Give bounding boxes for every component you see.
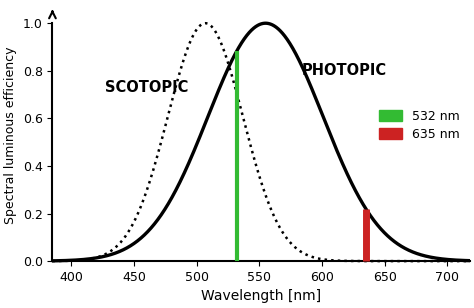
Text: SCOTOPIC: SCOTOPIC [105,80,188,95]
Legend: 532 nm, 635 nm: 532 nm, 635 nm [379,110,459,141]
Text: PHOTOPIC: PHOTOPIC [302,63,387,78]
Y-axis label: Spectral luminous efficiency: Spectral luminous efficiency [4,46,17,224]
X-axis label: Wavelength [nm]: Wavelength [nm] [201,290,321,303]
